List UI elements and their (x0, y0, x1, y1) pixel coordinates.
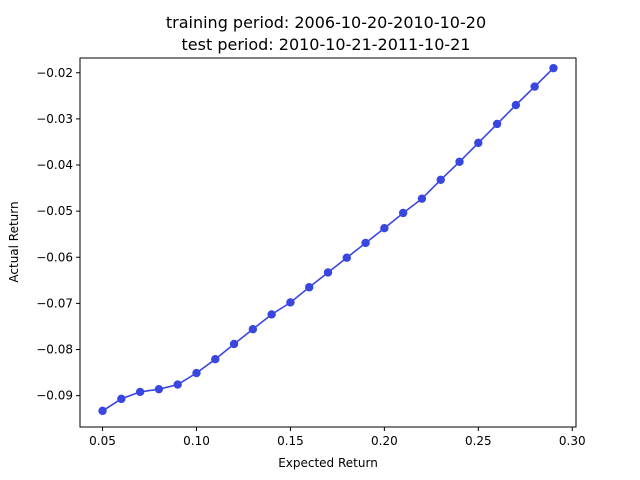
x-tick-label: 0.10 (183, 434, 210, 448)
axes-frame (79, 57, 577, 428)
data-point (342, 253, 351, 262)
y-tick-label: −0.03 (36, 112, 73, 126)
data-point (229, 339, 239, 349)
data-point (398, 208, 408, 218)
chart-subtitle: test period: 2010-10-21-2011-10-21 (182, 35, 471, 54)
y-tick-label: −0.09 (36, 389, 73, 403)
data-point (380, 224, 389, 233)
y-axis-label: Actual Return (7, 201, 21, 282)
data-point (417, 194, 427, 203)
data-point (511, 100, 521, 110)
data-point (135, 387, 145, 397)
x-axis-label: Expected Return (278, 456, 378, 470)
data-point (361, 238, 370, 248)
x-axis: 0.05 0.10 0.15 0.20 0.25 0.30 (89, 427, 586, 448)
data-point (323, 268, 333, 277)
y-tick-label: −0.05 (36, 204, 73, 218)
plot-area (98, 63, 558, 416)
data-point (492, 119, 502, 129)
y-tick-label: −0.06 (36, 250, 73, 264)
data-point (192, 368, 201, 378)
y-axis: −0.09 −0.08 −0.07 −0.06 −0.05 −0.04 −0.03 −0.02 (36, 66, 80, 403)
chart-title: training period: 2006-10-20-2010-10-20 (166, 13, 486, 32)
y-tick-label: −0.08 (36, 343, 73, 357)
x-tick-label: 0.30 (559, 434, 586, 448)
data-point (211, 354, 220, 364)
y-tick-label: −0.07 (36, 296, 73, 310)
y-tick-label: −0.04 (36, 158, 73, 172)
x-tick-label: 0.20 (371, 434, 398, 448)
data-point (117, 394, 126, 404)
data-point (248, 325, 258, 334)
data-point (549, 63, 558, 73)
x-tick-label: 0.15 (277, 434, 304, 448)
data-point (286, 298, 295, 307)
data-point (154, 384, 164, 394)
x-tick-label: 0.25 (465, 434, 492, 448)
data-point (455, 157, 464, 166)
data-point (530, 82, 539, 91)
y-tick-label: −0.02 (36, 66, 73, 80)
data-point (436, 175, 445, 184)
series-line (102, 67, 555, 412)
data-point (474, 138, 483, 148)
data-point (98, 406, 107, 416)
data-point (305, 283, 314, 292)
data-point (267, 310, 276, 319)
x-tick-label: 0.05 (89, 434, 116, 448)
data-point (173, 380, 182, 389)
